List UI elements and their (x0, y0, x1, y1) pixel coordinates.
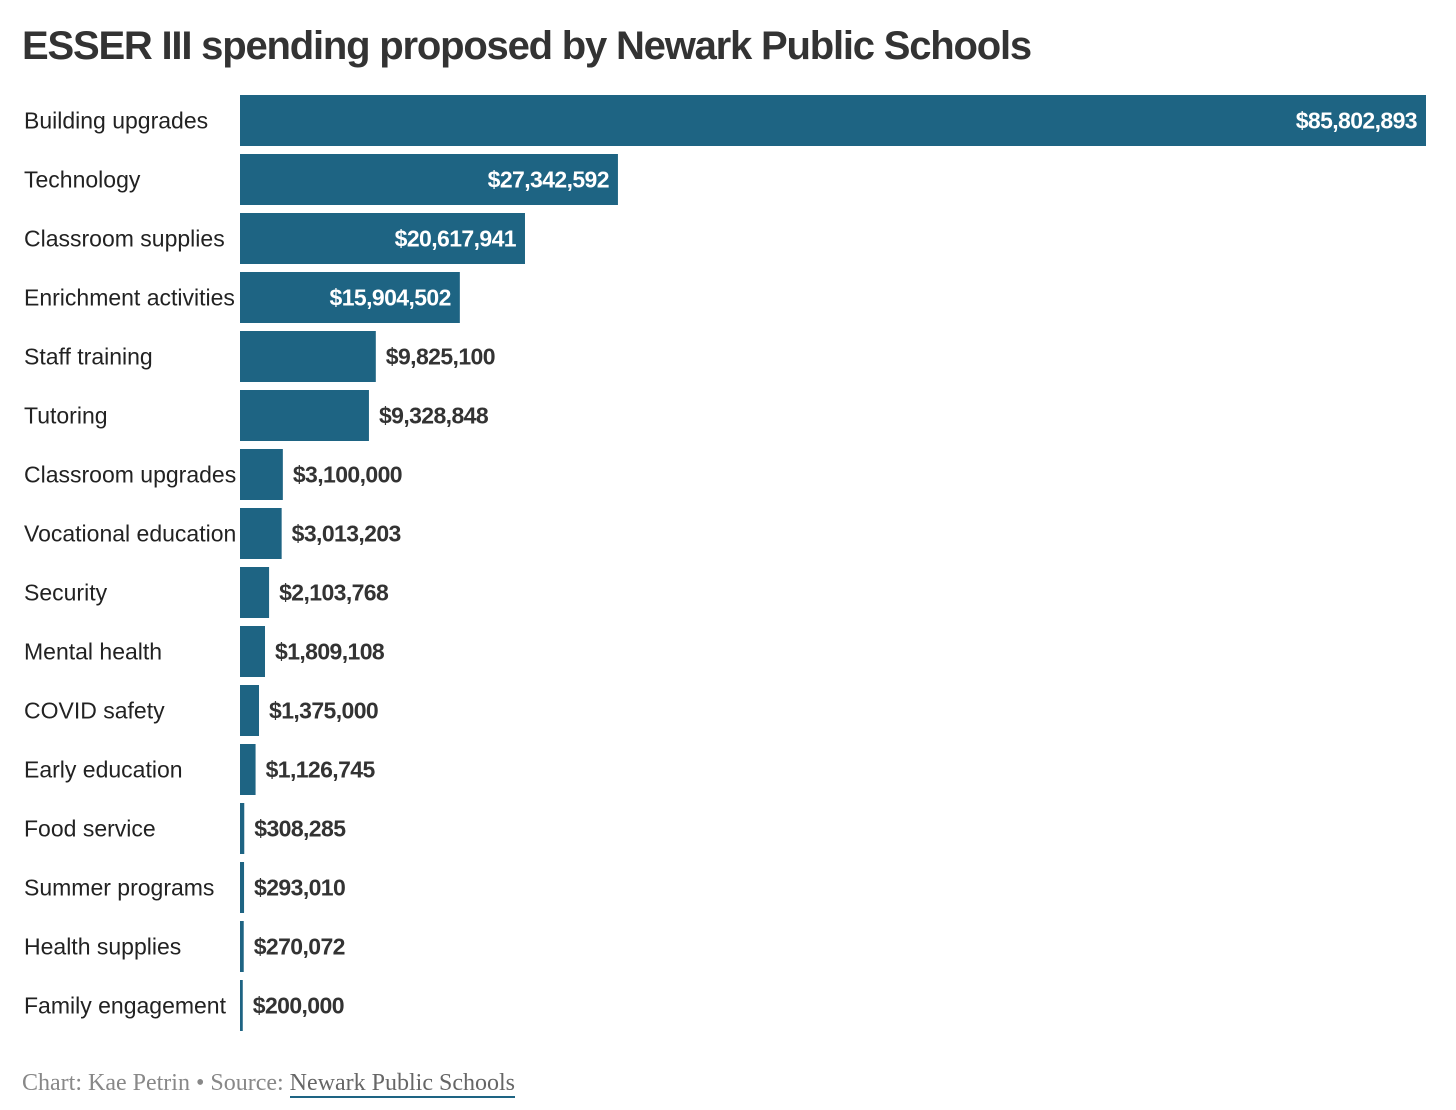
value-label-classroom-upgrades: $3,100,000 (293, 462, 402, 488)
bar-vocational-education (240, 508, 282, 559)
bar-health-supplies (240, 921, 244, 972)
bar-classroom-supplies (240, 213, 525, 264)
category-label-food-service: Food service (24, 816, 156, 842)
value-label-classroom-supplies: $20,617,941 (395, 226, 517, 252)
value-label-building-upgrades: $85,802,893 (1296, 108, 1417, 134)
source-prefix: Source: (210, 1070, 284, 1096)
bar-summer-programs (240, 862, 245, 913)
bar-classroom-upgrades (240, 449, 283, 500)
category-label-family-engagement: Family engagement (24, 993, 227, 1019)
category-label-summer-programs: Summer programs (24, 875, 214, 901)
bar-staff-training (240, 331, 376, 382)
value-label-security: $2,103,768 (279, 580, 389, 606)
chart-title: ESSER III spending proposed by Newark Pu… (22, 24, 1032, 68)
value-label-enrichment-activities: $15,904,502 (330, 285, 451, 311)
bar-covid-safety (240, 685, 260, 736)
chart-footer: Chart: Kae Petrin • Source: Newark Publi… (22, 1070, 515, 1098)
chart-credit: Chart: Kae Petrin (22, 1070, 190, 1096)
category-label-classroom-upgrades: Classroom upgrades (24, 462, 236, 488)
value-label-covid-safety: $1,375,000 (269, 698, 378, 724)
value-label-health-supplies: $270,072 (254, 934, 345, 960)
bar-food-service (240, 803, 245, 854)
value-label-staff-training: $9,825,100 (386, 344, 495, 370)
bar-mental-health (240, 626, 266, 677)
value-label-mental-health: $1,809,108 (275, 639, 385, 665)
footer-separator: • (195, 1070, 205, 1096)
bar-technology (240, 154, 618, 205)
category-label-security: Security (24, 580, 108, 606)
category-label-technology: Technology (24, 167, 141, 193)
value-label-vocational-education: $3,013,203 (292, 521, 401, 547)
category-label-early-education: Early education (24, 757, 183, 783)
category-label-health-supplies: Health supplies (24, 934, 181, 960)
value-label-family-engagement: $200,000 (253, 993, 344, 1019)
value-label-technology: $27,342,592 (488, 167, 609, 193)
source-link[interactable]: Newark Public Schools (289, 1070, 515, 1098)
category-label-staff-training: Staff training (24, 344, 153, 370)
category-label-classroom-supplies: Classroom supplies (24, 226, 225, 252)
category-label-covid-safety: COVID safety (24, 698, 165, 724)
bar-tutoring (240, 390, 369, 441)
bar-security (240, 567, 270, 618)
category-label-enrichment-activities: Enrichment activities (24, 285, 235, 311)
value-label-summer-programs: $293,010 (254, 875, 345, 901)
category-label-vocational-education: Vocational education (24, 521, 236, 547)
category-label-tutoring: Tutoring (24, 403, 108, 429)
bar-chart: Building upgrades $85,802,893 Technology $2… (24, 95, 1426, 1031)
value-label-food-service: $308,285 (254, 816, 346, 842)
value-label-early-education: $1,126,745 (266, 757, 376, 783)
category-label-mental-health: Mental health (24, 639, 162, 665)
category-label-building-upgrades: Building upgrades (24, 108, 208, 134)
bar-building-upgrades (240, 95, 1426, 146)
bar-enrichment-activities (240, 272, 460, 323)
bar-family-engagement (240, 980, 243, 1031)
bar-early-education (240, 744, 256, 795)
value-label-tutoring: $9,328,848 (379, 403, 489, 429)
